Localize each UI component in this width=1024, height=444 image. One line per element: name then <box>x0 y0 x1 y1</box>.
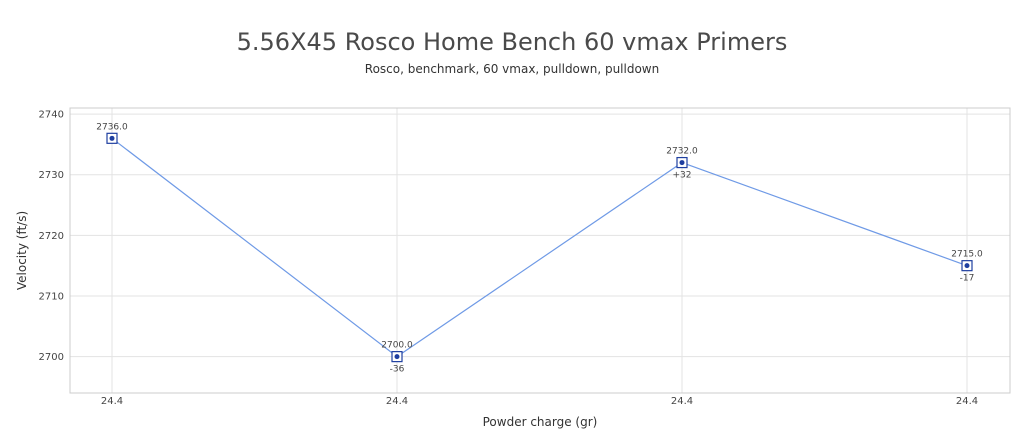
y-tick-label: 2710 <box>39 291 64 302</box>
plot-frame <box>69 107 1011 394</box>
value-label: 2736.0 <box>96 122 128 132</box>
data-point-dot <box>679 160 685 166</box>
x-axis-ticks: 24.4 24.4 24.4 24.4 <box>101 396 978 407</box>
y-axis-label: Velocity (ft/s) <box>15 211 29 290</box>
x-tick-label: 24.4 <box>956 396 978 407</box>
data-point-dot <box>109 135 115 141</box>
y-tick-label: 2740 <box>39 110 64 121</box>
series-markers <box>106 132 973 363</box>
grid-layer <box>70 108 1010 393</box>
data-labels: 2736.0 2700.0 -36 2732.0 +32 2715.0 -17 <box>96 122 983 374</box>
delta-label: +32 <box>673 171 692 181</box>
value-label: 2700.0 <box>381 341 413 351</box>
value-label: 2732.0 <box>666 147 698 157</box>
y-tick-label: 2700 <box>39 352 64 363</box>
data-point-dot <box>394 354 400 360</box>
y-tick-label: 2730 <box>39 170 64 181</box>
value-label: 2715.0 <box>951 250 983 260</box>
x-tick-label: 24.4 <box>386 396 408 407</box>
chart-title: 5.56X45 Rosco Home Bench 60 vmax Primers <box>236 28 788 56</box>
x-tick-label: 24.4 <box>101 396 123 407</box>
delta-label: -36 <box>390 365 405 375</box>
y-tick-label: 2720 <box>39 231 64 242</box>
chart-subtitle: Rosco, benchmark, 60 vmax, pulldown, pul… <box>364 62 660 76</box>
y-axis-ticks: 2700 2710 2720 2730 2740 <box>39 110 64 364</box>
x-tick-label: 24.4 <box>671 396 693 407</box>
x-axis-label: Powder charge (gr) <box>483 415 598 429</box>
data-point-dot <box>964 263 970 269</box>
series-line <box>111 137 968 358</box>
delta-label: -17 <box>960 274 975 284</box>
